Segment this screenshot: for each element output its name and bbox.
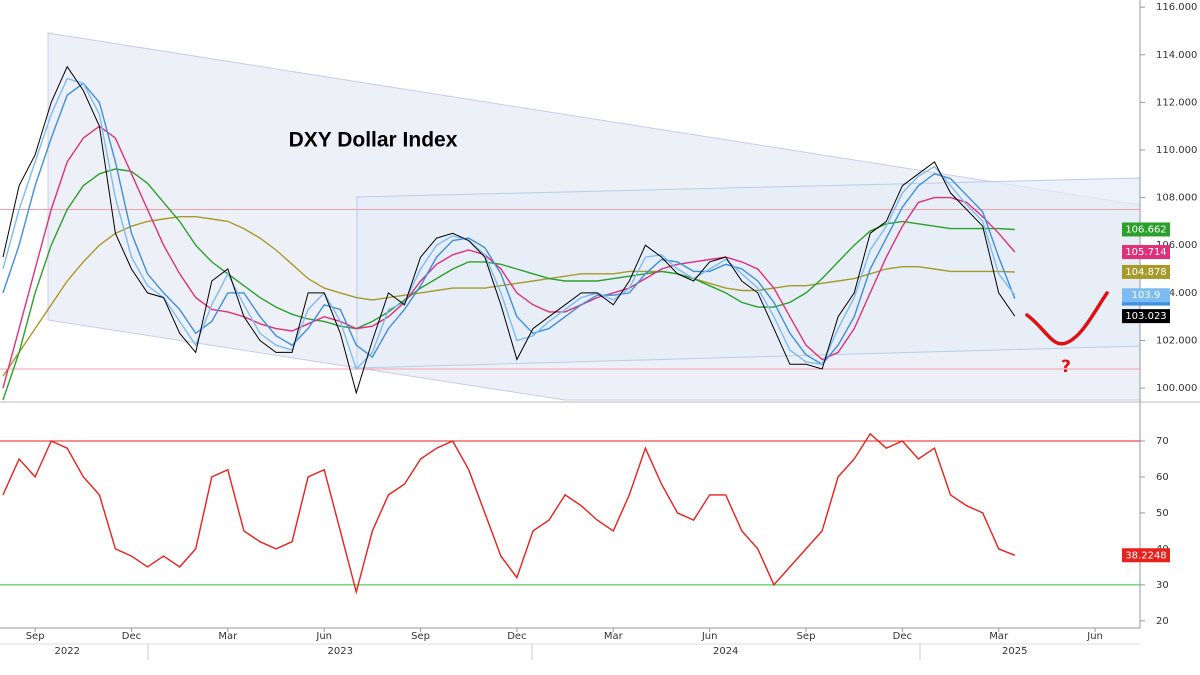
x-tick-label: Dec <box>507 631 526 642</box>
last-value-label: 106.662 <box>1125 224 1166 235</box>
last-value-label: 103.9 <box>1132 290 1161 301</box>
x-tick-label: Mar <box>218 631 238 642</box>
series-line <box>2 432 1016 595</box>
x-tick-label: Jun <box>1086 631 1103 642</box>
y-tick-label: 116.000 <box>1156 2 1197 13</box>
last-value-label: 103.023 <box>1125 311 1166 322</box>
y-tick-label: 106.000 <box>1156 240 1197 251</box>
x-tick-label: Sep <box>26 631 45 642</box>
forecast-arrow <box>1025 291 1109 346</box>
series-line <box>2 77 1016 371</box>
y-tick-label: 100.000 <box>1156 383 1197 394</box>
y-tick-label: 108.000 <box>1156 193 1197 204</box>
year-label: 2024 <box>713 646 738 657</box>
last-value-label: 105.714 <box>1125 247 1166 258</box>
year-label: 2023 <box>328 646 353 657</box>
year-label: 2022 <box>55 646 80 657</box>
y-tick-label: 112.000 <box>1156 97 1197 108</box>
last-value-tag <box>1122 222 1170 237</box>
y-tick-label: 70 <box>1156 436 1169 447</box>
x-tick-label: Dec <box>122 631 141 642</box>
range-channel <box>356 177 1141 369</box>
last-value-tag <box>1122 309 1170 324</box>
last-value-tag <box>1122 245 1170 260</box>
y-tick-label: 104.000 <box>1156 288 1197 299</box>
y-tick-label: 30 <box>1156 580 1169 591</box>
series-line <box>2 82 1016 366</box>
chart-title: DXY Dollar Index <box>289 129 458 152</box>
x-tick-label: Mar <box>604 631 624 642</box>
last-value-tag <box>1122 264 1170 279</box>
x-tick-label: Sep <box>411 631 430 642</box>
x-tick-label: Mar <box>989 631 1009 642</box>
y-tick-label: 110.000 <box>1156 145 1197 156</box>
annotation: ? <box>1061 357 1071 377</box>
series-line <box>2 65 1016 395</box>
last-value-label: 104.878 <box>1125 267 1166 278</box>
last-value-tag <box>1122 288 1170 303</box>
last-value-tag <box>1122 548 1170 563</box>
x-tick-label: Dec <box>893 631 912 642</box>
x-tick-label: Jun <box>315 631 332 642</box>
series-line <box>2 168 1015 401</box>
x-tick-label: Jun <box>701 631 718 642</box>
y-tick-label: 50 <box>1156 508 1169 519</box>
x-tick-label: Sep <box>797 631 816 642</box>
year-label: 2025 <box>1002 646 1027 657</box>
y-tick-label: 102.000 <box>1156 335 1197 346</box>
y-tick-label: 60 <box>1156 472 1169 483</box>
y-tick-label: 20 <box>1156 616 1169 627</box>
series-line <box>2 216 1015 377</box>
series-line <box>2 125 1016 389</box>
last-value-label: 38.2248 <box>1125 550 1166 561</box>
y-tick-label: 114.000 <box>1156 50 1197 61</box>
